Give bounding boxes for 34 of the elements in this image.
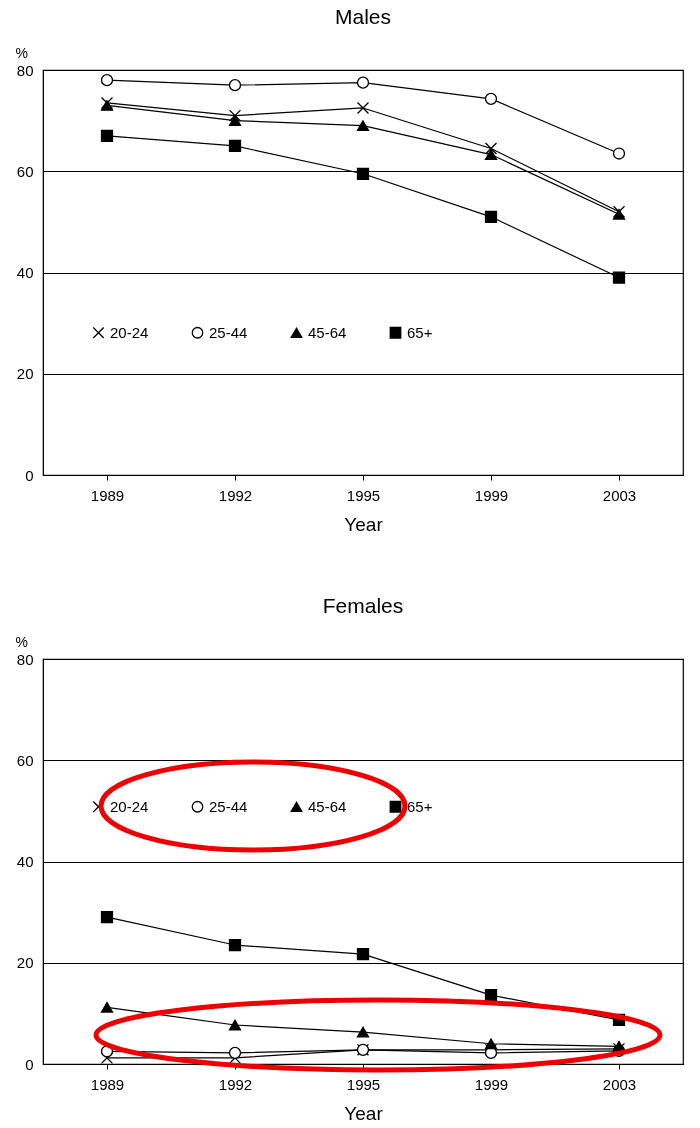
- x-tick-label: 2003: [602, 486, 637, 504]
- y-tick-label: 80: [16, 61, 34, 79]
- y-tick-label: 60: [16, 162, 34, 180]
- x-tick-label: 1999: [474, 486, 509, 504]
- y-tick-label: 20: [16, 954, 34, 972]
- y-tick-label: 20: [16, 365, 34, 383]
- x-tick-label: 1992: [218, 1075, 253, 1093]
- x-tick-label: 1995: [346, 486, 381, 504]
- legend-label: 45-64: [308, 323, 347, 341]
- y-tick-label: 0: [25, 466, 34, 484]
- legend-label: 25-44: [209, 323, 248, 341]
- chart-title: Females: [322, 594, 404, 617]
- y-axis-title: %: [15, 44, 28, 61]
- x-axis-title: Year: [344, 513, 384, 535]
- y-tick-label: 40: [16, 264, 34, 281]
- x-tick-label: 1989: [90, 1075, 125, 1093]
- legend-label: 65+: [407, 323, 433, 341]
- y-tick-label: 40: [16, 853, 34, 870]
- legend-label: 25-44: [209, 797, 248, 815]
- y-tick-label: 80: [16, 650, 34, 668]
- x-tick-label: 2003: [602, 1075, 637, 1093]
- y-axis-title: %: [15, 633, 28, 650]
- x-tick-label: 1989: [90, 486, 125, 504]
- chart-title: Males: [334, 5, 392, 28]
- legend-label: 65+: [407, 797, 433, 815]
- y-tick-label: 60: [16, 751, 34, 769]
- y-tick-label: 0: [25, 1055, 34, 1073]
- legend-label: 45-64: [308, 797, 347, 815]
- x-tick-label: 1995: [346, 1075, 381, 1093]
- x-axis-title: Year: [344, 1102, 384, 1124]
- x-tick-label: 1992: [218, 486, 253, 504]
- legend-label: 20-24: [110, 323, 149, 341]
- x-tick-label: 1999: [474, 1075, 509, 1093]
- legend-label: 20-24: [110, 797, 149, 815]
